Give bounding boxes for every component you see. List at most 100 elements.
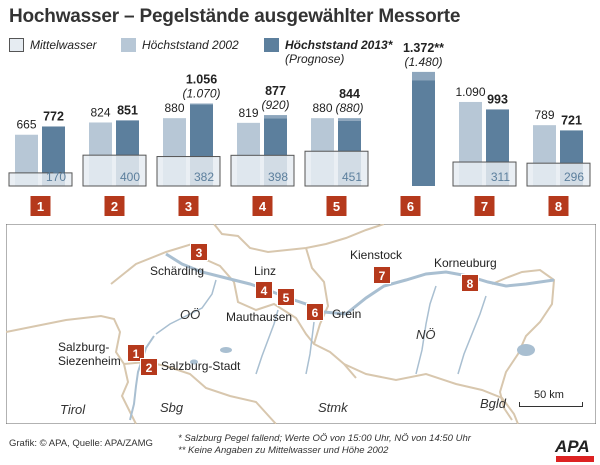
category-marker-1 (30, 196, 51, 216)
label-mittelwasser-1: 170 (46, 170, 66, 184)
footnote-2: ** Keine Angaben zu Mittelwasser und Höh… (178, 445, 389, 456)
label-mittelwasser-4: 398 (268, 170, 288, 184)
label-prognose-5: (880) (335, 101, 363, 115)
label-2013-3: 1.056 (186, 73, 217, 87)
label-2002-1: 665 (16, 118, 36, 132)
label-2002-2: 824 (90, 105, 110, 119)
legend-label-hoechststand-2013: Höchststand 2013* (285, 38, 393, 52)
category-marker-label-1: 1 (37, 199, 44, 214)
apa-logo: APA (555, 437, 590, 456)
bar-prognose-6 (412, 71, 435, 81)
river-triesting (457, 295, 487, 375)
footnote-1: * Salzburg Pegel fallend; Werte OÖ von 1… (178, 433, 471, 444)
label-2013-6: 1.372** (403, 41, 444, 55)
austria-map (6, 224, 596, 424)
border-east (491, 268, 556, 421)
bar-2013-6 (412, 80, 435, 186)
bar-mittelwasser-1 (8, 172, 73, 187)
bar-prognose-5 (338, 118, 361, 121)
map-region-stmk: Stmk (318, 400, 348, 415)
label-2002-3: 880 (164, 101, 184, 115)
legend-swatch-mittelwasser (9, 38, 24, 52)
map-region-bgld: Bgld (480, 396, 507, 411)
bar-mittelwasser-2 (82, 154, 147, 187)
river-inn (155, 279, 217, 335)
map-label-station-6: Grein (332, 307, 362, 321)
border-noe-stmk (343, 363, 519, 424)
lake-wolfgangsee (190, 359, 198, 365)
label-mittelwasser-5: 451 (342, 170, 362, 184)
category-marker-8 (548, 196, 569, 216)
category-marker-label-2: 2 (111, 199, 118, 214)
map-label-station-1: Salzburg- Siezenheim (58, 340, 121, 368)
bar-mittelwasser-8 (526, 162, 591, 187)
category-marker-4 (252, 196, 273, 216)
label-prognose-6: (1.480) (404, 55, 442, 69)
border-ooe-noe (305, 247, 330, 345)
bar-mittelwasser-5 (304, 150, 369, 187)
map-marker-7: 7 (373, 266, 391, 284)
label-mittelwasser-3: 382 (194, 170, 214, 184)
category-marker-7 (474, 196, 495, 216)
lake-neusiedl (517, 344, 535, 356)
river-traisen (415, 285, 437, 375)
map-marker-8: 8 (461, 274, 479, 292)
lake-attersee (220, 347, 232, 353)
map-marker-6: 6 (306, 303, 324, 321)
river-salzach (129, 335, 155, 421)
category-marker-label-4: 4 (259, 199, 267, 214)
border-ooe (110, 242, 357, 379)
legend-swatch-hoechststand-2013 (264, 38, 279, 52)
legend-item-hoechststand-2002: Höchststand 2002 (121, 38, 239, 52)
label-mittelwasser-8: 296 (564, 170, 584, 184)
source-credit: Grafik: © APA, Quelle: APA/ZAMG (9, 438, 153, 449)
legend-label-mittelwasser: Mittelwasser (30, 38, 97, 52)
river-traun (255, 309, 279, 375)
category-marker-6 (400, 196, 421, 216)
map-marker-2: 2 (140, 358, 158, 376)
category-marker-5 (326, 196, 347, 216)
legend: Mittelwasser Höchststand 2002 Höchststan… (9, 38, 429, 78)
map-region-tirol: Tirol (60, 402, 86, 417)
footnotes: * Salzburg Pegel fallend; Werte OÖ von 1… (178, 433, 471, 457)
bar-mittelwasser-7 (452, 161, 517, 187)
label-mittelwasser-2: 400 (120, 170, 140, 184)
map-frame (6, 224, 596, 424)
map-scale-label: 50 km (534, 389, 564, 401)
category-marker-label-8: 8 (555, 199, 562, 214)
border-salzburg (6, 314, 137, 424)
category-marker-label-7: 7 (481, 199, 488, 214)
category-marker-3 (178, 196, 199, 216)
label-2013-7: 993 (487, 92, 508, 106)
label-mittelwasser-7: 311 (491, 170, 510, 184)
legend-item-hoechststand-2013: Höchststand 2013* (Prognose) (264, 38, 392, 66)
bar-2013-1 (42, 126, 65, 186)
map-region-sbg: Sbg (160, 400, 184, 415)
bar-prognose-4 (264, 115, 287, 119)
label-2013-1: 772 (43, 109, 64, 123)
label-2002-5: 880 (312, 101, 332, 115)
category-marker-2 (104, 196, 125, 216)
category-marker-label-5: 5 (333, 199, 340, 214)
label-prognose-3: (1.070) (182, 87, 220, 101)
legend-item-mittelwasser: Mittelwasser (9, 38, 97, 52)
label-2013-5: 844 (339, 87, 360, 101)
label-prognose-4: (920) (261, 98, 289, 112)
label-2013-4: 877 (265, 84, 286, 98)
label-2013-2: 851 (117, 103, 138, 117)
map-label-station-7: Kienstock (350, 248, 403, 262)
map-marker-5: 5 (277, 288, 295, 306)
apa-logo-bar (556, 456, 594, 462)
border-north (213, 224, 385, 254)
legend-label-hoechststand-2002: Höchststand 2002 (142, 38, 239, 52)
bar-mittelwasser-4 (230, 154, 295, 187)
map-label-station-5: Mauthausen (226, 310, 293, 324)
chart-title: Hochwasser – Pegelstände ausgewählter Me… (9, 6, 461, 27)
river-danube (165, 252, 555, 316)
bar-prognose-3 (190, 103, 213, 105)
map-region-n: NÖ (416, 327, 436, 342)
map-marker-3: 3 (190, 243, 208, 261)
label-2002-4: 819 (238, 106, 258, 120)
map-label-station-4: Linz (254, 264, 277, 278)
